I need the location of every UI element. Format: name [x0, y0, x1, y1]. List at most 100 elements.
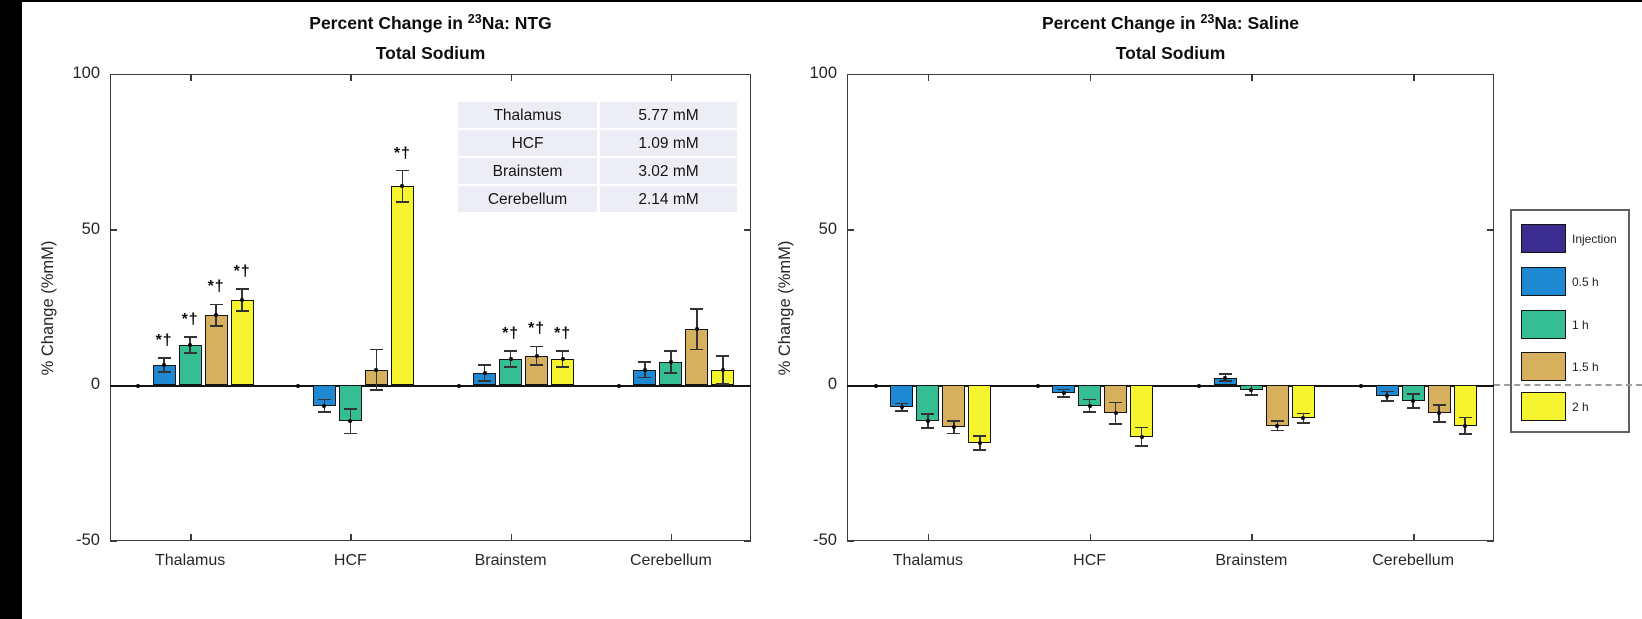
- ntg-error-cap-bottom: [530, 364, 544, 366]
- saline-mean-marker: [1411, 398, 1416, 403]
- saline-xtick-mark-top: [927, 74, 930, 81]
- saline-mean-marker: [1301, 416, 1306, 421]
- ntg-hcf-injection-marker: [296, 383, 301, 388]
- table-value-cell: 1.09 mM: [600, 130, 737, 156]
- ntg-significance-marker: *†: [207, 278, 225, 296]
- saline-xtick-mark-top: [1089, 74, 1092, 81]
- ntg-ytick-mark-left: [110, 73, 117, 75]
- saline-mean-marker: [951, 425, 956, 430]
- legend-swatch-injection: [1521, 224, 1566, 253]
- saline-cerebellum-injection-marker: [1359, 383, 1364, 388]
- legend-label-1h: 1 h: [1572, 318, 1589, 332]
- ntg-error-cap-bottom: [369, 389, 383, 391]
- saline-error-cap-top: [895, 402, 909, 405]
- saline-error-cap-bottom: [1432, 420, 1446, 423]
- ntg-error-cap-bottom: [235, 309, 249, 312]
- saline-mean-marker: [1463, 423, 1468, 428]
- ntg-significance-marker: *†: [554, 325, 572, 343]
- saline-error-cap-bottom: [973, 448, 987, 451]
- ntg-xtick-mark-top: [510, 74, 513, 81]
- legend-swatch-2h: [1521, 392, 1566, 421]
- saline-error-cap-top: [973, 435, 987, 437]
- ntg-significance-marker: *†: [502, 325, 520, 343]
- saline-error-cap-top: [1270, 420, 1284, 423]
- ntg-error-cap-top: [530, 345, 544, 348]
- ntg-brainstem-injection-marker: [456, 383, 461, 388]
- ntg-title-line2: Total Sodium: [375, 43, 486, 63]
- saline-brainstem-injection-marker: [1197, 383, 1202, 388]
- saline-mean-marker: [1087, 403, 1092, 408]
- ntg-mean-marker: [668, 359, 673, 364]
- ntg-error-cap-top: [157, 357, 171, 360]
- saline-error-cap-top: [1406, 393, 1420, 395]
- saline-error-cap-top: [1057, 388, 1071, 391]
- ntg-error-cap-top: [183, 336, 197, 338]
- ntg-xtick-mark-bottom: [670, 534, 673, 541]
- table-region-cell: Thalamus: [458, 102, 597, 128]
- ntg-xtick-mark-top: [190, 74, 192, 81]
- saline-ytick-label--50: -50: [813, 531, 837, 549]
- saline-hcf-injection-marker: [1035, 383, 1040, 388]
- ntg-error-cap-top: [235, 288, 249, 290]
- ntg-thalamus-injection-marker: [136, 383, 141, 388]
- ntg-ytick-mark-left: [110, 229, 117, 231]
- ntg-zero-line: [110, 385, 751, 387]
- saline-title-superscript: 23: [1200, 12, 1215, 26]
- ntg-xtick-mark-bottom: [510, 534, 513, 541]
- saline-ytick-label-50: 50: [818, 219, 837, 238]
- ntg-significance-marker: *†: [181, 311, 199, 329]
- saline-mean-marker: [1437, 411, 1442, 416]
- ntg-chart-title: Percent Change in 23Na: NTG Total Sodium: [110, 4, 751, 68]
- ntg-title-prefix: Percent Change in: [309, 13, 468, 33]
- saline-xtick-mark-bottom: [927, 534, 930, 541]
- ntg-mean-marker: [642, 367, 647, 372]
- ntg-error-cap-top: [478, 364, 492, 366]
- left-black-border: [0, 0, 22, 619]
- saline-error-cap-bottom: [1458, 433, 1472, 436]
- saline-error-cap-bottom: [1270, 429, 1284, 432]
- ntg-mean-marker: [482, 370, 487, 375]
- ntg-xtick-label-cerebellum: Cerebellum: [629, 552, 712, 569]
- ntg-error-cap-top: [556, 350, 570, 352]
- saline-mean-marker: [1249, 388, 1254, 392]
- ntg-error-cap-top: [664, 350, 678, 352]
- ntg-bar-hcf-2h: [390, 186, 414, 386]
- saline-xtick-label-brainstem: Brainstem: [1215, 552, 1288, 569]
- saline-ytick-mark-right: [1487, 540, 1494, 542]
- table-region-cell: Brainstem: [458, 158, 597, 184]
- saline-error-cap-bottom: [895, 410, 909, 412]
- saline-error-cap-top: [1109, 401, 1123, 404]
- ntg-xtick-mark-bottom: [190, 534, 192, 541]
- saline-xtick-mark-bottom: [1251, 534, 1253, 541]
- saline-mean-marker: [899, 405, 904, 410]
- ntg-title-suffix: Na: NTG: [481, 13, 552, 33]
- saline-axes-box: [847, 74, 1494, 541]
- top-black-border: [0, 0, 1642, 2]
- saline-chart-title: Percent Change in 23Na: Saline Total Sodi…: [847, 4, 1494, 68]
- table-value-cell: 5.77 mM: [600, 102, 737, 128]
- zero-dashed-line: [1494, 384, 1642, 387]
- saline-xtick-label-cerebellum: Cerebellum: [1372, 552, 1455, 569]
- ntg-ytick-label-100: 100: [72, 64, 100, 82]
- legend-label-2h: 2 h: [1572, 400, 1589, 414]
- saline-mean-marker: [925, 419, 930, 424]
- saline-error-cap-top: [1296, 412, 1310, 415]
- table-value-cell: 2.14 mM: [600, 186, 737, 212]
- saline-xtick-label-hcf: HCF: [1073, 552, 1107, 569]
- table-value-cell: 3.02 mM: [600, 158, 737, 184]
- ntg-ytick-mark-right: [744, 540, 751, 542]
- saline-ytick-mark-left: [847, 73, 854, 75]
- saline-ytick-label-100: 100: [809, 64, 837, 82]
- saline-xtick-mark-bottom: [1089, 534, 1092, 541]
- saline-mean-marker: [1113, 411, 1118, 416]
- ntg-error-cap-bottom: [317, 410, 331, 413]
- saline-error-cap-bottom: [1218, 380, 1232, 383]
- saline-mean-marker: [1139, 434, 1144, 439]
- saline-error-cap-top: [1083, 398, 1097, 401]
- ntg-error-cap-bottom: [478, 379, 492, 382]
- ntg-mean-marker: [694, 327, 699, 332]
- ntg-mean-marker: [374, 367, 379, 372]
- ntg-error-cap-bottom: [504, 365, 518, 368]
- saline-error-cap-top: [1218, 373, 1232, 375]
